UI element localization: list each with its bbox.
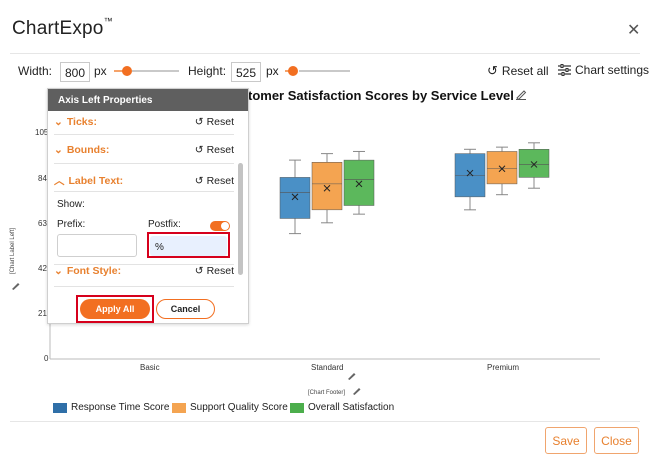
- mean-marker: [498, 165, 506, 173]
- section-bounds[interactable]: ⌄ Bounds: ↺ Reset: [54, 144, 234, 156]
- postfix-label: Postfix:: [148, 219, 181, 230]
- reset-font-style-button[interactable]: ↺ Reset: [194, 265, 234, 277]
- panel-title: Axis Left Properties: [48, 89, 248, 111]
- chevron-up-icon: ︿: [54, 175, 65, 187]
- divider: [54, 163, 234, 164]
- y-tick: 63: [38, 219, 47, 228]
- mean-marker: [291, 193, 299, 201]
- undo-icon: ↺: [194, 116, 204, 128]
- reset-ticks-button[interactable]: ↺ Reset: [194, 116, 234, 128]
- undo-icon: ↺: [487, 63, 498, 78]
- category-label: Premium: [487, 363, 520, 372]
- divider: [54, 134, 234, 135]
- highlight-box: [76, 295, 154, 323]
- legend-swatch: [290, 402, 304, 413]
- undo-icon: ↺: [194, 265, 204, 277]
- edit-x-axis-icon[interactable]: [347, 370, 357, 380]
- reset-bounds-button[interactable]: ↺ Reset: [194, 144, 234, 156]
- y-tick: 105: [35, 128, 49, 137]
- category-label: Standard: [311, 363, 344, 372]
- prefix-label: Prefix:: [57, 219, 86, 230]
- postfix-input[interactable]: %: [150, 236, 227, 256]
- chevron-down-icon: ⌄: [54, 265, 63, 277]
- highlight-box: [147, 232, 230, 258]
- chart-title[interactable]: tomer Satisfaction Scores by Service Lev…: [248, 88, 514, 103]
- legend-item[interactable]: Response Time Score: [53, 402, 169, 413]
- app-title: ChartExpo™: [12, 16, 113, 39]
- height-input[interactable]: 525: [231, 62, 261, 82]
- undo-icon: ↺: [194, 144, 204, 156]
- legend-item[interactable]: Overall Satisfaction: [290, 402, 394, 413]
- divider: [54, 191, 234, 192]
- box: [343, 159, 375, 206]
- mean-marker: [323, 184, 331, 192]
- save-button[interactable]: Save: [545, 427, 587, 454]
- section-ticks[interactable]: ⌄ Ticks: ↺ Reset: [54, 116, 234, 128]
- reset-label-text-button[interactable]: ↺ Reset: [194, 174, 234, 187]
- mean-marker: [530, 161, 538, 168]
- cancel-button[interactable]: Cancel: [156, 299, 215, 319]
- close-icon[interactable]: ✕: [627, 22, 641, 39]
- section-label-text[interactable]: ︿ Label Text: ↺ Reset: [54, 174, 234, 188]
- width-slider[interactable]: [114, 65, 179, 77]
- divider: [10, 421, 640, 422]
- edit-y-label-icon[interactable]: [11, 280, 21, 290]
- chevron-down-icon: ⌄: [54, 116, 63, 128]
- height-label: Height:: [188, 64, 227, 78]
- width-label: Width:: [18, 64, 53, 78]
- y-tick: 0: [44, 354, 49, 363]
- chevron-down-icon: ⌄: [54, 144, 63, 156]
- width-input[interactable]: 800: [60, 62, 90, 82]
- chart-settings-button[interactable]: Chart settings: [558, 63, 649, 77]
- height-unit: px: [266, 64, 279, 78]
- mean-marker: [466, 169, 474, 177]
- scroll-thumb[interactable]: [238, 163, 243, 275]
- category-label: Basic: [140, 363, 160, 372]
- show-label: Show:: [57, 199, 85, 210]
- y-tick: 21: [38, 309, 47, 318]
- box: [279, 177, 311, 219]
- axis-left-properties-panel: Axis Left Properties ⌄ Ticks: ↺ Reset ⌄ Bou…: [47, 88, 249, 324]
- close-button[interactable]: Close: [594, 427, 639, 454]
- chart-footer[interactable]: [Chart Footer]: [308, 390, 346, 396]
- box: [518, 149, 550, 178]
- legend-swatch: [172, 402, 186, 413]
- y-tick: 42: [38, 264, 47, 273]
- divider: [54, 264, 234, 265]
- sliders-icon: [558, 64, 571, 76]
- prefix-input[interactable]: [57, 234, 137, 257]
- divider: [10, 53, 640, 54]
- y-tick: 84: [38, 174, 47, 183]
- reset-all-button[interactable]: ↺ Reset all: [487, 63, 549, 78]
- mean-marker: [355, 180, 363, 188]
- divider: [54, 286, 234, 287]
- show-toggle[interactable]: [210, 221, 230, 231]
- apply-all-button[interactable]: Apply All: [80, 299, 150, 319]
- edit-title-icon[interactable]: [515, 88, 527, 100]
- legend-item[interactable]: Support Quality Score: [172, 402, 288, 413]
- box: [486, 151, 518, 185]
- box: [311, 162, 343, 211]
- width-unit: px: [94, 64, 107, 78]
- height-slider[interactable]: [285, 65, 350, 77]
- undo-icon: ↺: [194, 174, 204, 187]
- edit-footer-icon[interactable]: [352, 385, 362, 395]
- legend-swatch: [53, 402, 67, 413]
- panel-scrollbar[interactable]: [238, 119, 244, 319]
- section-font-style[interactable]: ⌄ Font Style: ↺ Reset: [54, 265, 234, 277]
